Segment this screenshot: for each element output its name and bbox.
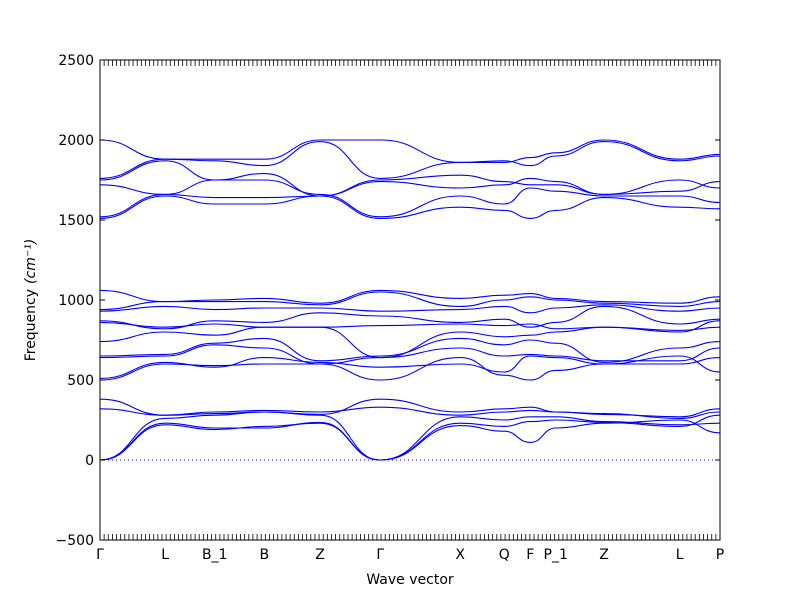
x-tick-label: X — [455, 547, 465, 563]
band-line-4 — [99, 398, 721, 419]
x-tick-label: Q — [499, 547, 510, 563]
y-tick-label: 1500 — [58, 213, 94, 229]
x-axis-label: Wave vector — [366, 572, 454, 588]
band-line-12 — [99, 305, 721, 330]
band-line-2 — [99, 419, 721, 461]
y-tick-label: 500 — [67, 373, 94, 389]
x-tick-label: P — [716, 547, 724, 563]
x-tick-label: Z — [599, 547, 609, 563]
band-line-5 — [99, 398, 721, 418]
x-axis-ticks: Γ L B_1 B Z Γ X Q F P_1 Z L P — [96, 60, 724, 563]
y-axis-ticks: −500 0 500 1000 1500 2000 2500 — [56, 53, 720, 549]
x-tick-label: P_1 — [544, 547, 568, 563]
x-tick-label: L — [161, 547, 169, 563]
band-line-9 — [99, 337, 721, 363]
y-axis-label: Frequency (cm⁻¹) — [23, 239, 39, 362]
y-axis-label-text: Frequency — [23, 289, 39, 361]
y-tick-label: 2500 — [58, 53, 94, 69]
band-line-3 — [99, 411, 721, 461]
band-line-11 — [99, 321, 721, 331]
x-tick-label: Z — [315, 547, 325, 563]
y-axis-label-unit: (cm⁻¹) — [23, 239, 39, 284]
band-line-8 — [99, 344, 721, 365]
y-tick-label: 1000 — [58, 293, 94, 309]
band-line-15 — [99, 289, 721, 304]
band-line-14 — [99, 291, 721, 311]
y-tick-label: −500 — [56, 533, 94, 549]
x-tick-label: B — [259, 547, 269, 563]
band-line-13 — [99, 304, 721, 314]
x-tick-label: B_1 — [202, 547, 228, 563]
x-tick-label: Γ — [376, 547, 384, 563]
band-line-16 — [99, 195, 721, 219]
y-tick-label: 0 — [85, 453, 94, 469]
band-line-20 — [99, 141, 721, 179]
x-tick-label: Γ — [96, 547, 104, 563]
x-tick-label: L — [676, 547, 684, 563]
band-line-1 — [99, 416, 721, 461]
band-line-19 — [99, 160, 721, 197]
band-line-21 — [99, 139, 721, 163]
x-tick-label: F — [526, 547, 534, 563]
band-line-7 — [99, 355, 721, 379]
y-tick-label: 2000 — [58, 133, 94, 149]
